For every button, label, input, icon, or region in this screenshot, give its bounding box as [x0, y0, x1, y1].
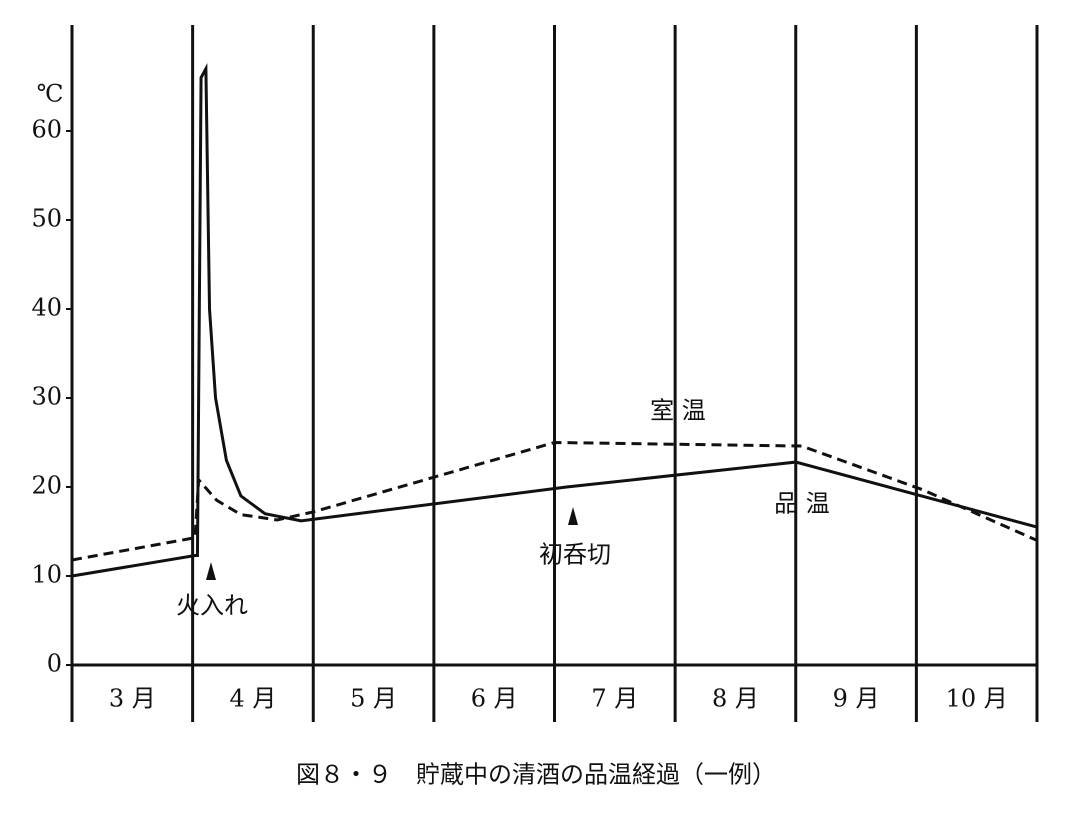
y-tick-label: 30 [31, 383, 62, 411]
y-tick-label: 40 [31, 294, 62, 322]
marker-triangle [206, 562, 216, 580]
y-tick-label: 60 [31, 116, 62, 144]
x-category-label: 7 月 [591, 685, 638, 713]
x-category-label: 10 月 [946, 685, 1008, 713]
series-label: 室 温 [650, 397, 706, 425]
annotation: 初呑切 [539, 541, 611, 569]
series-line [71, 62, 1038, 578]
x-category-label: 3 月 [109, 685, 156, 713]
y-tick-label: 20 [31, 472, 62, 500]
marker-triangle [568, 507, 578, 525]
series-line [71, 440, 1038, 562]
y-unit: ℃ [37, 80, 64, 108]
series-label: 品 温 [774, 490, 830, 518]
x-category-label: 8 月 [712, 685, 759, 713]
x-category-label: 6 月 [471, 685, 518, 713]
y-tick-label: 10 [31, 561, 62, 589]
x-category-label: 4 月 [229, 685, 276, 713]
x-category-label: 5 月 [350, 685, 397, 713]
y-tick-label: 0 [47, 650, 62, 678]
x-category-label: 9 月 [833, 685, 880, 713]
annotation: 火入れ [176, 592, 248, 620]
caption: 図８・９ 貯蔵中の清酒の品温経過（一例） [296, 761, 776, 789]
y-tick-label: 50 [31, 205, 62, 233]
